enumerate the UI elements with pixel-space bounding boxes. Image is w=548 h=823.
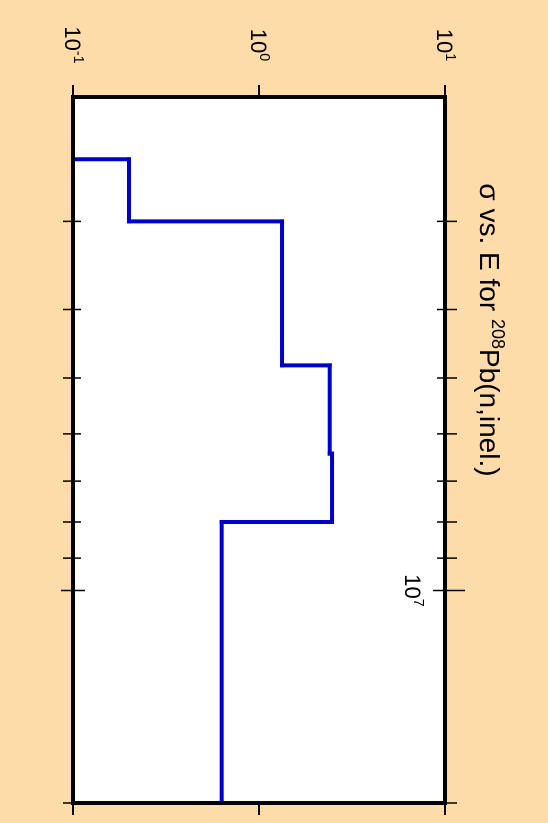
tick-label: 10-1	[60, 26, 86, 63]
plot-frame	[71, 95, 447, 805]
tick-label-base: 10	[432, 29, 457, 53]
tick-label: 107	[400, 574, 426, 606]
tick-label-exponent: 0	[256, 53, 272, 61]
tick-label-exponent: -1	[70, 51, 86, 64]
tick-label: 101	[432, 29, 458, 61]
tick-label-exponent: 7	[410, 599, 426, 607]
title-text: Pb(n,inel.)	[474, 349, 505, 477]
tick-label-base: 10	[246, 29, 271, 53]
title-text: σ vs. E for	[474, 183, 505, 319]
tick-label-base: 10	[60, 26, 85, 50]
plot-area	[73, 97, 445, 803]
chart-title: σ vs. E for 208Pb(n,inel.)	[474, 183, 508, 476]
title-superscript: 208	[488, 319, 508, 349]
tick-label-base: 10	[400, 574, 425, 598]
tick-label-exponent: 1	[442, 53, 458, 61]
tick-label: 100	[246, 29, 272, 61]
